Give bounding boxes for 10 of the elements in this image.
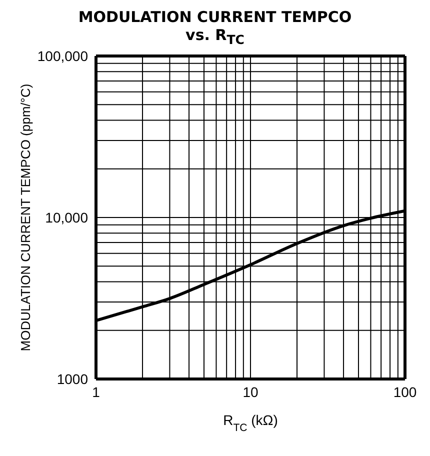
x-tick-label: 100 [393,384,417,400]
y-tick-label: 1000 [56,370,88,387]
chart-title: MODULATION CURRENT TEMPCO [77,8,353,26]
y-tick-label: 100,000 [37,48,88,64]
x-axis-title: R$_{TC}$ (kΩ) [223,412,278,434]
chart-subtitle: vs. R$_{TC}$ [184,26,246,47]
x-tick-label: 1 [92,384,100,400]
y-axis-title: MODULATION CURRENT TEMPCO (ppm/°C) [18,84,33,352]
x-tick-label: 10 [242,384,258,400]
y-tick-label: 10,000 [45,209,88,226]
